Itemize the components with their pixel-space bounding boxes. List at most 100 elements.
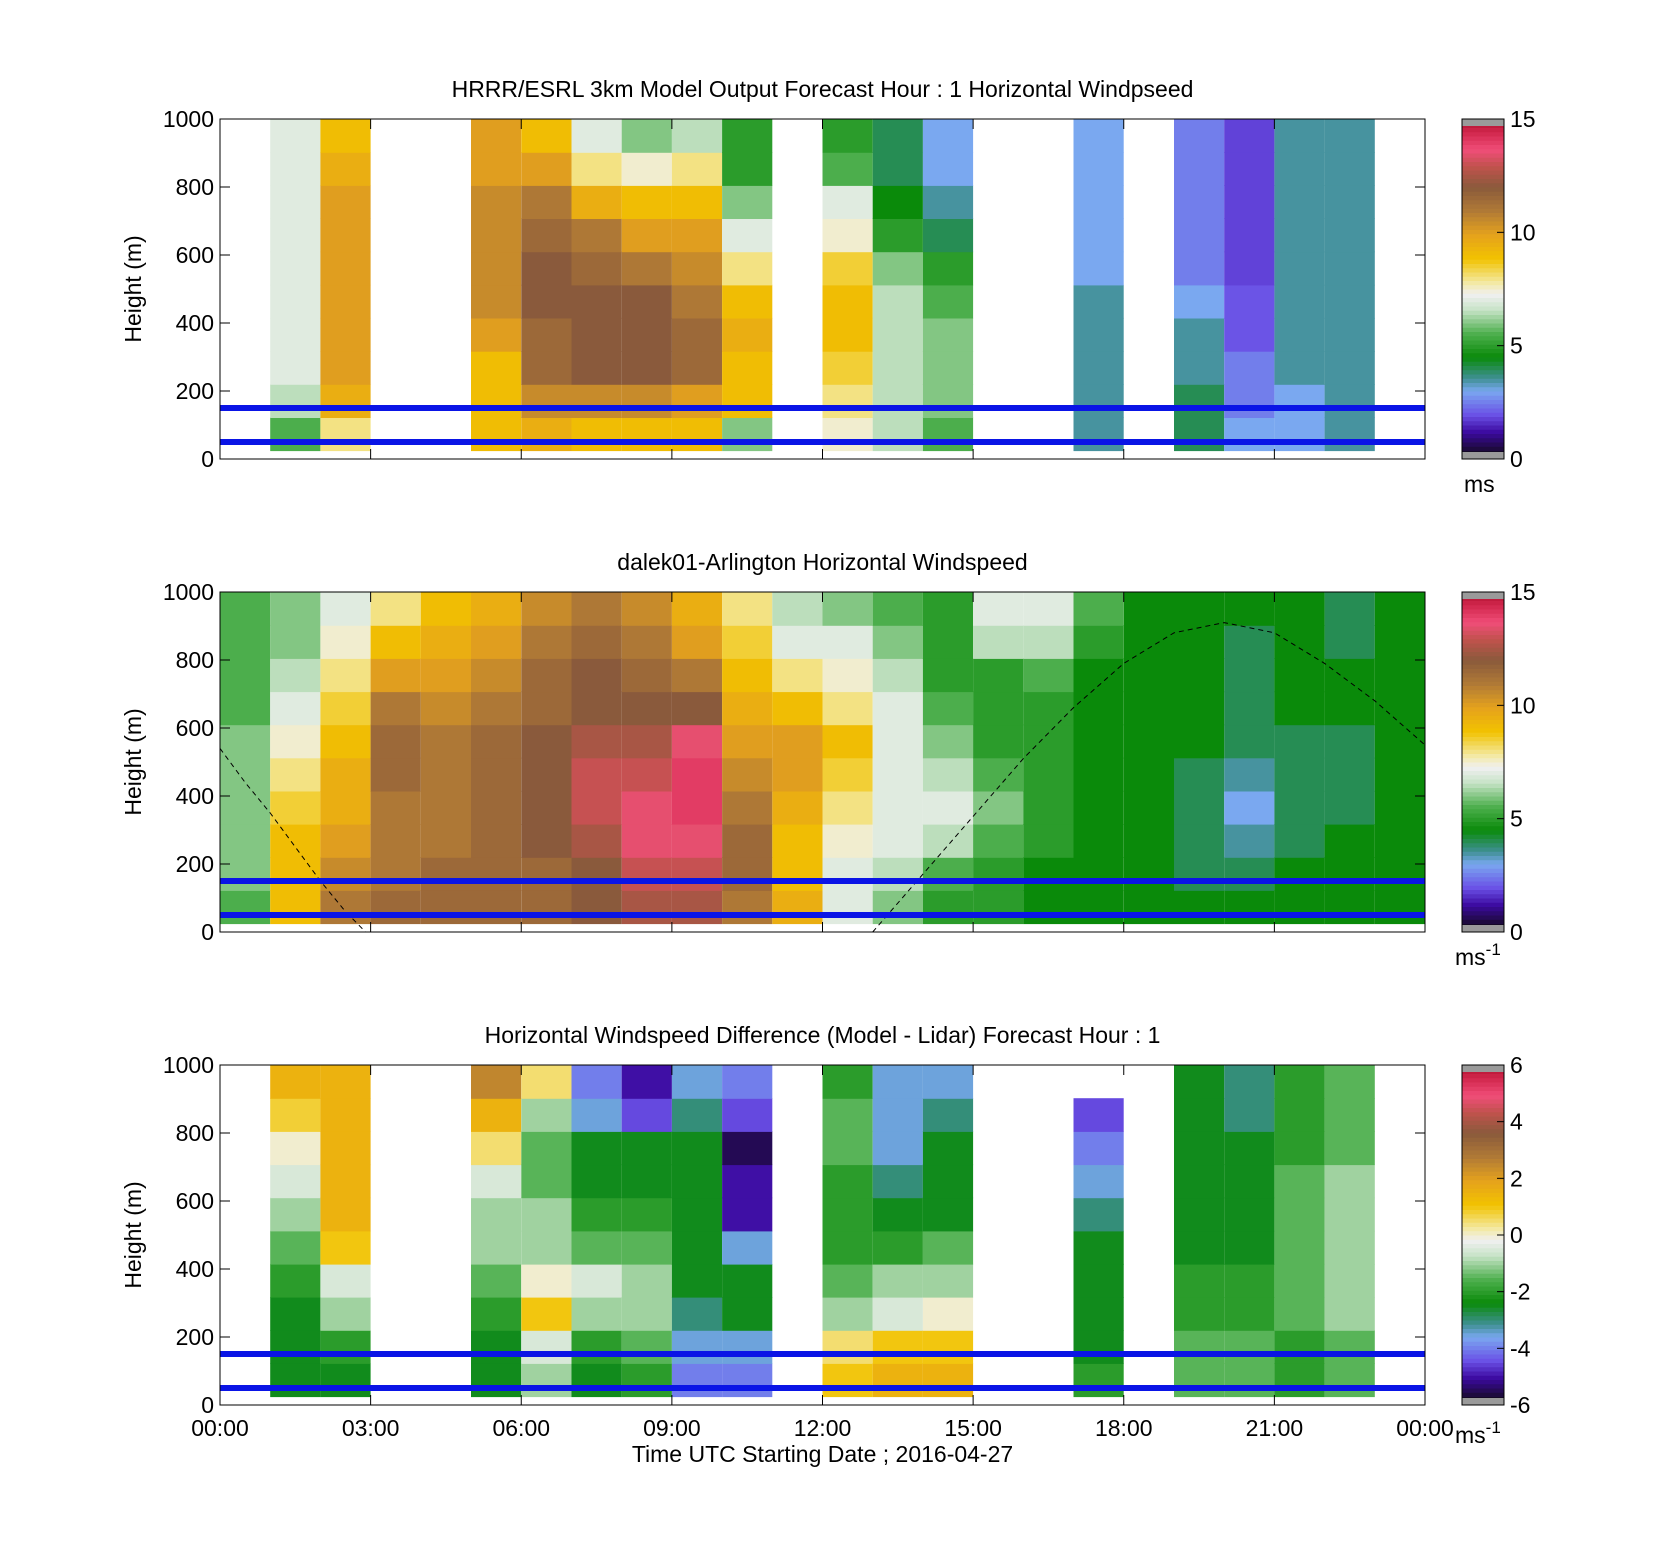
heatmap-cell: [1023, 592, 1074, 626]
heatmap-cell: [370, 658, 421, 693]
heatmap-cell: [922, 317, 974, 352]
colorbar-swatch: [1462, 766, 1504, 771]
colorbar-swatch: [1462, 1128, 1504, 1134]
heatmap-cell: [571, 1263, 622, 1298]
heatmap-cell: [1224, 757, 1275, 792]
heatmap-cell: [922, 185, 974, 219]
heatmap-cell: [973, 724, 1024, 759]
colorbar-swatch: [1462, 352, 1504, 358]
heatmap-cell: [1374, 824, 1425, 858]
heatmap-cell: [471, 1065, 522, 1099]
heatmap-cell: [922, 251, 974, 286]
heatmap-cell: [922, 724, 974, 759]
heatmap-cell: [1274, 890, 1325, 925]
heatmap-cell: [471, 890, 522, 925]
heatmap-cell: [973, 658, 1024, 693]
colorbar-swatch: [1462, 1145, 1504, 1151]
heatmap-cell: [872, 384, 923, 418]
panel-title: HRRR/ESRL 3km Model Output Forecast Hour…: [452, 76, 1194, 102]
heatmap-cell: [1324, 1363, 1375, 1398]
heatmap-cell: [1073, 152, 1124, 186]
y-axis-label: Height (m): [120, 1181, 146, 1288]
heatmap-cell: [521, 890, 572, 925]
colorbar-swatch: [1462, 408, 1504, 413]
heatmap-cell: [270, 757, 321, 792]
heatmap-cell: [1123, 625, 1174, 659]
heatmap-cell: [922, 1197, 974, 1232]
heatmap-cell: [922, 152, 974, 186]
heatmap-cell: [1073, 724, 1124, 759]
heatmap-cell: [370, 857, 421, 891]
heatmap-cell: [220, 592, 271, 626]
heatmap-cell: [270, 691, 321, 726]
heatmap-cell: [621, 890, 672, 925]
colorbar-swatch: [1462, 1201, 1504, 1206]
heatmap-cell: [1224, 1098, 1275, 1132]
heatmap-cell: [1324, 625, 1375, 659]
colorbar-swatch: [1462, 1107, 1504, 1113]
y-axis-label: Height (m): [120, 235, 146, 342]
heatmap-cell: [370, 790, 421, 825]
heatmap-cell: [521, 384, 572, 418]
heatmap-cell: [1274, 218, 1325, 253]
heatmap-cell: [1224, 152, 1275, 186]
colorbar-swatch: [1462, 1213, 1504, 1219]
colorbar-swatch: [1462, 391, 1504, 396]
colorbar-tick-label: -2: [1510, 1279, 1530, 1305]
colorbar-swatch: [1462, 881, 1504, 886]
heatmap-cell: [872, 218, 923, 253]
y-tick-label: 800: [176, 174, 214, 200]
heatmap-cell: [571, 658, 622, 693]
heatmap-cell: [370, 691, 421, 726]
heatmap-cell: [270, 790, 321, 825]
heatmap-cell: [420, 790, 471, 825]
heatmap-cell: [1224, 1197, 1275, 1232]
colorbar-swatch: [1462, 825, 1504, 831]
heatmap-cell: [872, 625, 923, 659]
heatmap-cell: [722, 351, 773, 385]
colorbar-swatch: [1462, 216, 1504, 222]
colorbar-swatch: [1462, 1196, 1504, 1202]
x-tick-label: 03:00: [342, 1415, 400, 1441]
heatmap-cell: [822, 1197, 873, 1232]
heatmap-cell: [270, 1164, 321, 1199]
heatmap-cell: [922, 351, 974, 385]
heatmap-cell: [521, 691, 572, 726]
colorbar-swatch: [1462, 1307, 1504, 1312]
heatmap-cell: [671, 317, 723, 352]
colorbar-swatch: [1462, 255, 1504, 260]
heatmap-cell: [1274, 1164, 1325, 1199]
heatmap-cell: [471, 1164, 522, 1199]
colorbar-swatch: [1462, 732, 1504, 737]
heatmap-cell: [922, 218, 974, 253]
colorbar-swatch: [1462, 1303, 1504, 1308]
colorbar-swatch: [1462, 199, 1504, 205]
heatmap-cell: [722, 119, 773, 153]
heatmap-cell: [270, 658, 321, 693]
heatmap-cell: [571, 1363, 622, 1398]
heatmap-cell: [1174, 384, 1225, 418]
heatmap-cell: [320, 351, 371, 385]
overlay-curve: [219, 622, 1426, 933]
heatmap-cell: [320, 284, 371, 319]
heatmap-cell: [822, 691, 873, 726]
colorbar-tick-label: 0: [1510, 446, 1523, 472]
heatmap-cell: [471, 119, 522, 153]
heatmap-cell: [471, 691, 522, 726]
colorbar-swatch: [1462, 787, 1504, 793]
heatmap-cell: [822, 1230, 873, 1265]
heatmap-cell: [270, 1330, 321, 1364]
heatmap-cell: [1224, 218, 1275, 253]
heatmap-cell: [922, 757, 974, 792]
heatmap-cell: [671, 724, 723, 759]
heatmap-cell: [1073, 890, 1124, 925]
colorbar-cap: [1462, 119, 1504, 126]
heatmap-cell: [1123, 857, 1174, 891]
heatmap-cell: [621, 1297, 672, 1331]
y-axis-label: Height (m): [120, 708, 146, 815]
colorbar-swatch: [1462, 170, 1504, 175]
heatmap-cell: [1274, 625, 1325, 659]
heatmap-cell: [1324, 1230, 1375, 1265]
colorbar-swatch: [1462, 834, 1504, 839]
heatmap-cell: [1224, 658, 1275, 693]
